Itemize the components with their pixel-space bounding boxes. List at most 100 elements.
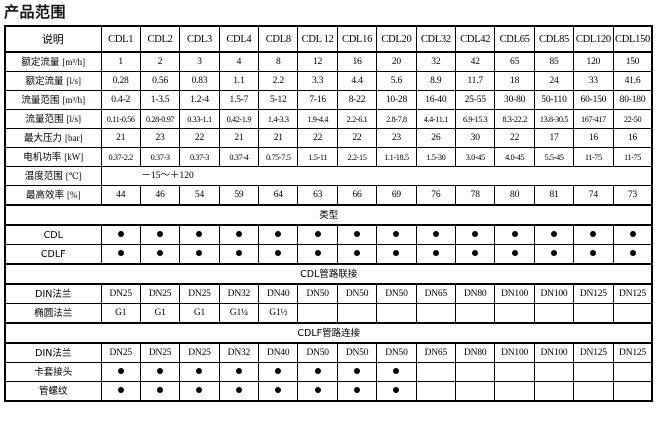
data-cell: 20 <box>376 51 417 72</box>
data-cell: 11-75 <box>573 147 614 167</box>
availability-empty-cell <box>533 362 575 382</box>
table-row: 最大压力 [bar] 21 23 22 21 21 22 22 23 26 30 22 17 16 16 <box>4 128 653 148</box>
table-row: 额定流量 [l/s] 0.28 0.56 0.83 1.1 2.2 3.3 4.4 5.6 8.9 1… <box>4 71 653 91</box>
availability-dot-cell <box>100 244 141 265</box>
availability-dot-cell <box>297 362 338 382</box>
header-model-cell: CDL120 <box>573 25 614 53</box>
availability-empty-cell <box>573 362 614 382</box>
data-cell: 1.9-4.4 <box>297 109 338 129</box>
availability-dot-cell <box>179 362 220 382</box>
row-label: 额定流量 [m³/h] <box>4 51 102 72</box>
data-cell: 1.5-7 <box>218 90 260 110</box>
data-cell: DN65 <box>415 283 457 304</box>
data-cell <box>533 303 575 324</box>
data-cell: 16 <box>612 128 653 148</box>
data-cell <box>573 303 614 324</box>
data-cell: 0.37-4 <box>218 147 260 167</box>
availability-dot-cell <box>258 224 299 245</box>
availability-empty-cell <box>415 381 457 402</box>
data-cell: 3 <box>179 51 220 72</box>
data-cell: DN50 <box>336 283 378 304</box>
data-cell: 1.1-18.5 <box>376 147 417 167</box>
availability-dot-cell <box>297 244 338 265</box>
availability-empty-cell <box>573 381 614 402</box>
availability-dot-cell <box>455 244 496 265</box>
data-cell: 10-28 <box>376 90 417 110</box>
availability-dot-cell <box>100 362 141 382</box>
table-row: 电机功率 [kW] 0.37-2.2 0.37-3 0.37-3 0.37-4 0.75-7… <box>4 147 653 167</box>
data-cell: 0.4-2 <box>100 90 141 110</box>
data-cell: 23 <box>139 128 181 148</box>
data-cell: 21 <box>218 128 260 148</box>
data-cell: 0.37-3 <box>139 147 181 167</box>
data-cell: 7-16 <box>297 90 338 110</box>
data-cell: 16 <box>336 51 378 72</box>
availability-dot-cell <box>258 381 299 402</box>
availability-dot-cell <box>573 224 614 245</box>
data-cell: DN25 <box>139 283 181 304</box>
table-row: CDL <box>4 224 653 245</box>
data-cell: 8.3-22.2 <box>494 109 535 129</box>
header-model-cell: CDL3 <box>179 25 220 53</box>
availability-dot-cell <box>376 244 417 265</box>
data-cell: 17 <box>533 128 575 148</box>
data-cell: DN50 <box>297 342 338 363</box>
temperature-range-value: －15～＋120 <box>100 166 653 186</box>
row-unit: [bar] <box>65 132 83 143</box>
data-cell: 16-40 <box>415 90 457 110</box>
availability-dot-cell <box>612 224 653 245</box>
availability-dot-cell <box>139 362 181 382</box>
availability-dot-cell <box>494 244 535 265</box>
availability-dot-cell <box>573 244 614 265</box>
table-body: 说明 CDL1 CDL2 CDL3 CDL4 CDL8 CDL 12 CDL16 CDL20 CD… <box>4 25 653 402</box>
data-cell: 85 <box>533 51 575 72</box>
data-cell: 12 <box>297 51 338 72</box>
data-cell <box>336 303 378 324</box>
row-unit: [m³/h] <box>62 94 86 105</box>
data-cell: 0.37-3 <box>179 147 220 167</box>
availability-dot-cell <box>218 224 260 245</box>
data-cell: G1½ <box>258 303 299 324</box>
table-section-row: CDL管路联接 <box>4 263 653 285</box>
header-model-cell: CDL 12 <box>297 25 338 53</box>
table-row: 卡套接头 <box>4 362 653 382</box>
availability-dot-cell <box>258 244 299 265</box>
row-label: DIN法兰 <box>4 283 102 304</box>
data-cell: DN25 <box>179 342 220 363</box>
availability-dot-cell <box>376 224 417 245</box>
data-cell: 1.5-30 <box>415 147 457 167</box>
availability-dot-cell <box>336 224 378 245</box>
data-cell: 18 <box>494 71 535 91</box>
row-label: DIN法兰 <box>4 342 102 363</box>
data-cell: 4.0-45 <box>494 147 535 167</box>
page-title: 产品范围 <box>4 3 67 21</box>
availability-dot-cell <box>179 381 220 402</box>
row-label: 电机功率 [kW] <box>4 147 102 167</box>
data-cell: DN125 <box>612 342 653 363</box>
row-label: 流量范围 [m³/h] <box>4 90 102 110</box>
data-cell: 2 <box>139 51 181 72</box>
table-row: DIN法兰 DN25 DN25 DN25 DN32 DN40 DN50 DN50 DN50 DN6… <box>4 283 653 304</box>
data-cell: 1-3.5 <box>139 90 181 110</box>
data-cell: 25-55 <box>455 90 496 110</box>
section-label: 类型 <box>4 204 653 226</box>
data-cell: 23 <box>376 128 417 148</box>
data-cell: DN40 <box>258 342 299 363</box>
data-cell: 73 <box>612 185 653 206</box>
availability-dot-cell <box>218 362 260 382</box>
table-row: 流量范围 [l/s] 0.11-0.56 0.28-0.97 0.33-1.1 0.42-… <box>4 109 653 129</box>
availability-dot-cell <box>533 224 575 245</box>
availability-empty-cell <box>455 362 496 382</box>
data-cell: 30-80 <box>494 90 535 110</box>
data-cell: 0.75-7.5 <box>258 147 299 167</box>
data-cell: 0.37-2.2 <box>100 147 141 167</box>
data-cell: DN25 <box>100 283 141 304</box>
data-cell <box>612 303 653 324</box>
data-cell: 50-110 <box>533 90 575 110</box>
availability-empty-cell <box>455 381 496 402</box>
data-cell: 22 <box>297 128 338 148</box>
data-cell: 33 <box>573 71 614 91</box>
data-cell: 16 <box>573 128 614 148</box>
row-unit: [℃] <box>65 170 82 181</box>
